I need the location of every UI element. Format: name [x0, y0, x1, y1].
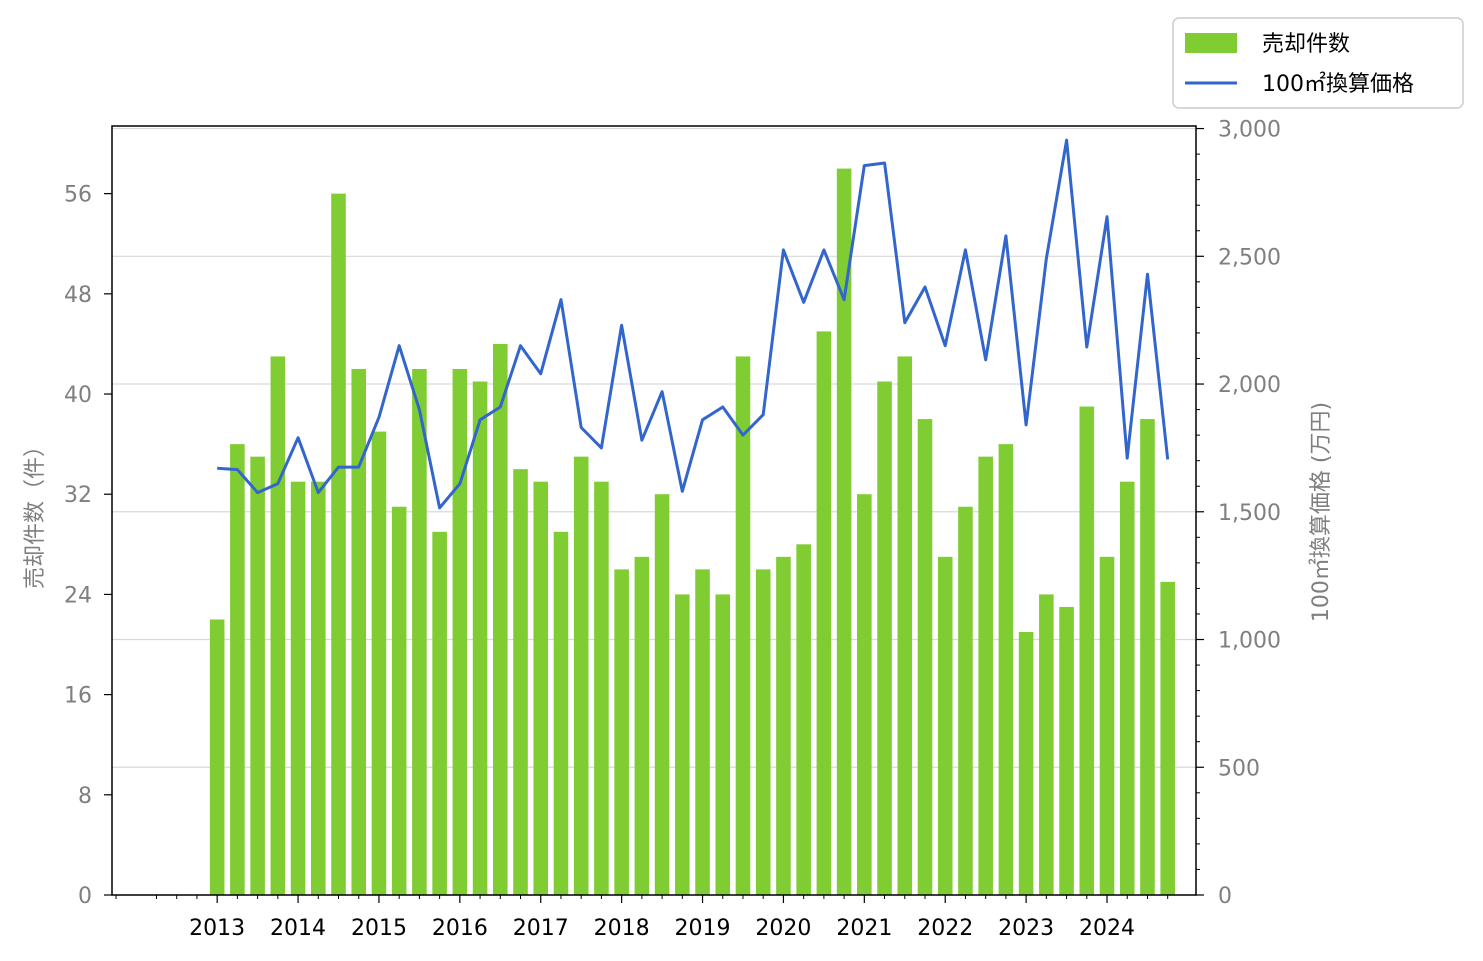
bar-24 [695, 569, 710, 895]
bar-45 [1119, 481, 1135, 895]
bar-6 [331, 193, 346, 895]
y-left-tick-label-3: 24 [64, 583, 92, 608]
y-right-tick-label-5: 2,500 [1218, 245, 1281, 270]
bar-19 [594, 481, 609, 895]
bar-8 [371, 431, 387, 895]
bar-39 [998, 444, 1014, 895]
y-right-tick-label-1: 500 [1218, 756, 1260, 781]
bar-15 [513, 469, 528, 895]
bar-40 [1018, 631, 1034, 895]
bar-0 [209, 619, 225, 895]
y-left-tick-label-1: 8 [78, 784, 92, 809]
bar-38 [978, 456, 993, 895]
legend: 売却件数 100㎡換算価格 [1172, 17, 1464, 109]
y-right-tick-label-0: 0 [1218, 884, 1232, 909]
y-right-tick-label-6: 3,000 [1218, 118, 1281, 143]
legend-bar-label: 売却件数 [1262, 32, 1350, 57]
bar-7 [351, 368, 367, 895]
x-tick-label-5: 2018 [594, 916, 650, 941]
plot-frame [111, 125, 1197, 896]
bar-37 [958, 506, 973, 895]
x-tick-label-6: 2019 [675, 916, 731, 941]
bar-36 [937, 556, 953, 895]
y-axis-right-label: 100㎡換算価格 (万円) [1308, 402, 1334, 622]
x-tick-label-8: 2021 [836, 916, 892, 941]
bar-30 [816, 331, 832, 896]
x-tick-label-3: 2016 [432, 916, 488, 941]
bar-27 [755, 569, 771, 895]
y-right-tick-label-4: 2,000 [1218, 373, 1281, 398]
bar-5 [311, 481, 326, 895]
bar-11 [432, 531, 447, 895]
y-left-tick-label-5: 40 [64, 383, 92, 408]
legend-line-label: 100㎡換算価格 [1262, 71, 1414, 97]
line-series [217, 138, 1170, 510]
bar-1 [230, 444, 245, 895]
y-right-tick-label-2: 1,000 [1218, 629, 1281, 654]
y-left-tick-label-2: 16 [64, 684, 92, 709]
bar-9 [391, 506, 407, 895]
bar-16 [533, 481, 549, 895]
bar-42 [1059, 606, 1074, 895]
bar-33 [877, 381, 892, 895]
bar-12 [452, 368, 468, 895]
bar-29 [796, 544, 811, 895]
x-tick-label-1: 2014 [270, 916, 326, 941]
x-tick-label-10: 2023 [998, 916, 1054, 941]
bar-26 [735, 356, 751, 895]
bar-43 [1079, 406, 1095, 895]
legend-frame [1172, 17, 1464, 109]
bar-35 [917, 419, 933, 895]
bar-46 [1140, 419, 1155, 895]
y-right-tick-label-3: 1,500 [1218, 501, 1281, 526]
bar-series [209, 168, 1175, 896]
bar-32 [857, 494, 872, 895]
y-axis-left-label: 売却件数（件） [23, 435, 48, 589]
bar-22 [654, 494, 670, 895]
bar-18 [573, 456, 589, 895]
x-tick-label-0: 2013 [189, 916, 245, 941]
x-tick-label-9: 2022 [917, 916, 973, 941]
x-tick-label-4: 2017 [513, 916, 569, 941]
y-left-tick-label-7: 56 [64, 183, 92, 208]
bar-41 [1039, 594, 1054, 895]
y-left-tick-label-6: 48 [64, 283, 92, 308]
bar-34 [897, 356, 913, 895]
bar-3 [270, 356, 286, 895]
bar-4 [290, 481, 306, 895]
bar-17 [553, 531, 569, 895]
bar-47 [1160, 581, 1175, 895]
bar-20 [614, 569, 629, 895]
x-tick-label-7: 2020 [755, 916, 811, 941]
bar-2 [250, 456, 265, 895]
legend-bar-swatch [1185, 33, 1237, 53]
bar-10 [412, 368, 427, 895]
bar-14 [493, 343, 508, 896]
x-tick-label-2: 2015 [351, 916, 407, 941]
bar-28 [776, 556, 791, 895]
bar-44 [1099, 556, 1115, 895]
axes: 0 500 1,000 1,500 2,000 2,500 3,000 0 8 16 24 32 40 4… [64, 118, 1281, 941]
bar-31 [836, 168, 852, 895]
x-tick-label-11: 2024 [1079, 916, 1135, 941]
bar-13 [472, 381, 488, 895]
y-left-tick-label-4: 32 [64, 483, 92, 508]
price-line [217, 138, 1170, 510]
y-left-tick-label-0: 0 [78, 884, 92, 909]
bar-25 [715, 594, 731, 895]
bar-21 [634, 556, 650, 895]
bar-23 [675, 594, 690, 895]
